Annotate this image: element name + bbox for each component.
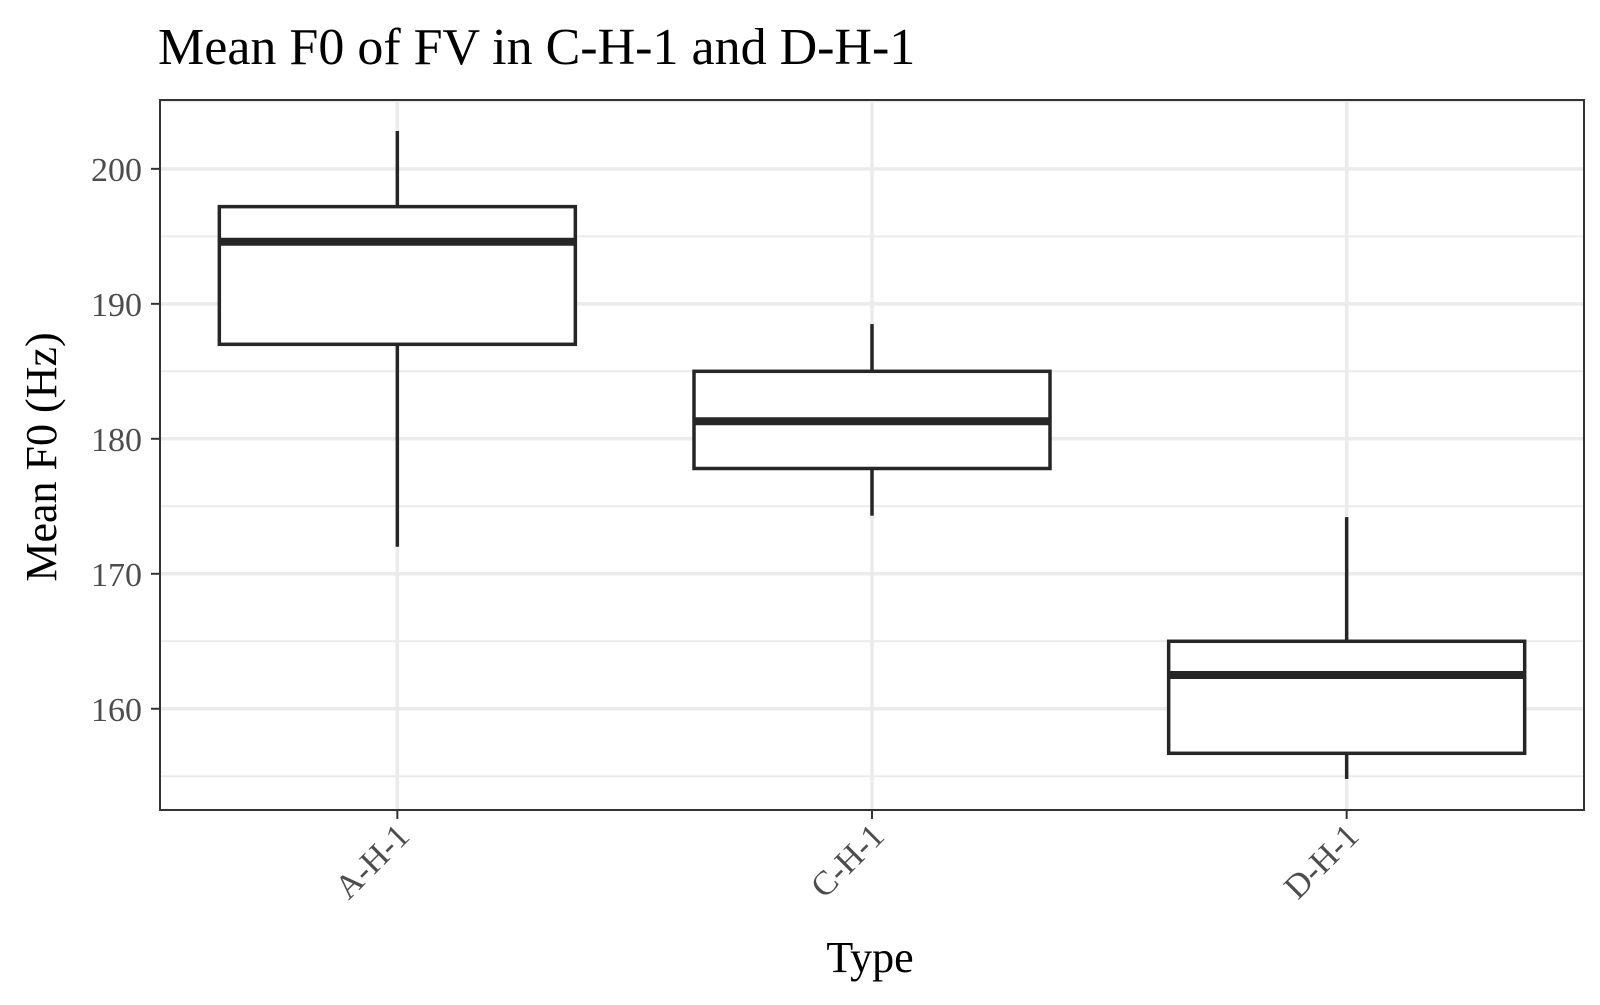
y-tick-label: 160 xyxy=(91,692,142,729)
y-tick-label: 190 xyxy=(91,287,142,324)
box-a-h-1 xyxy=(217,131,578,547)
y-tick-label: 180 xyxy=(91,422,142,459)
iqr-box xyxy=(217,204,578,347)
x-tick-label: A-H-1 xyxy=(328,817,417,906)
y-axis-title: Mean F0 (Hz) xyxy=(17,332,66,581)
x-tick-label: C-H-1 xyxy=(804,817,892,905)
iqr-box xyxy=(1166,639,1527,756)
x-tick-label: D-H-1 xyxy=(1277,817,1366,906)
box-c-h-1 xyxy=(692,324,1052,516)
box-d-h-1 xyxy=(1166,517,1527,779)
x-axis-title: Type xyxy=(826,933,913,982)
y-tick-label: 170 xyxy=(91,557,142,594)
chart-title: Mean F0 of FV in C-H-1 and D-H-1 xyxy=(158,19,915,76)
box-series xyxy=(217,131,1527,779)
y-tick-label: 200 xyxy=(91,152,142,189)
